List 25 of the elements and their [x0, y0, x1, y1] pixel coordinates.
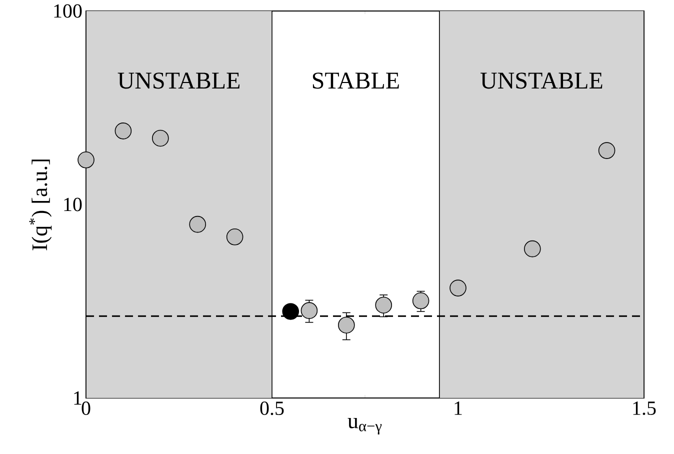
point [282, 303, 300, 320]
x-tick-label: 1.5 [633, 402, 656, 416]
x-tick-label: 0 [82, 402, 90, 416]
point [189, 216, 206, 233]
point [114, 122, 132, 140]
point [412, 292, 430, 310]
y-tick-label: 1 [74, 391, 82, 405]
y-axis-title: I(q$^{*}$) [a.u.] [29, 160, 52, 250]
band-label: UNSTABLE [480, 72, 602, 89]
point [300, 302, 318, 319]
point [375, 296, 392, 314]
point [524, 240, 541, 258]
x-axis-title: u$_{α−γ}$ [348, 418, 382, 434]
y-tick-label: 100 [54, 4, 82, 18]
y-tick-label: 10 [64, 198, 82, 212]
point [226, 228, 244, 246]
annotation: STABLE [312, 72, 399, 89]
x-tick-label: 0.5 [260, 402, 284, 416]
point [598, 142, 616, 159]
band-label: UNSTABLE [118, 72, 240, 89]
point [450, 280, 466, 296]
point [338, 316, 355, 334]
point [152, 130, 169, 147]
point [78, 152, 94, 168]
x-tick-label: 1 [454, 402, 462, 415]
